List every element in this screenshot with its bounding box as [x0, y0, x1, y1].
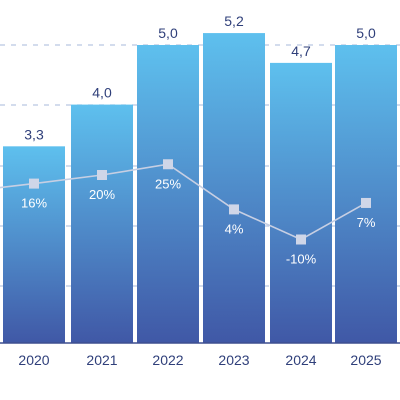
bar-value-label: 3,3 [24, 126, 44, 142]
x-axis: 2020 2021 2022 2023 2024 2025 [0, 342, 400, 368]
growth-percent-label: 4% [225, 221, 244, 236]
bar [203, 33, 265, 344]
growth-line-series [0, 159, 371, 245]
bar [270, 62, 332, 343]
growth-point-marker [361, 197, 371, 208]
bar [71, 104, 133, 343]
bar-value-label: 4,7 [291, 43, 311, 59]
data-labels: 3,3 4,0 5,0 5,2 4,7 5,0 16% 20% 25% 4% -10% 7% [21, 13, 376, 266]
growth-percent-label: -10% [286, 252, 317, 267]
bar-value-label: 5,0 [356, 25, 376, 41]
bar [137, 45, 199, 343]
gridlines [0, 44, 400, 287]
bar-value-label: 5,2 [224, 13, 244, 29]
x-tick-label: 2021 [86, 352, 117, 368]
bar-value-label: 5,0 [158, 25, 178, 41]
x-tick-label: 2025 [350, 352, 381, 368]
growth-point-marker [163, 159, 173, 170]
growth-point-marker [97, 170, 107, 180]
growth-percent-label: 20% [89, 187, 115, 202]
growth-percent-label: 25% [155, 176, 181, 191]
bar-value-label: 4,0 [92, 85, 112, 101]
bar [3, 146, 65, 343]
growth-point-marker [229, 204, 239, 215]
x-tick-label: 2022 [152, 352, 183, 368]
growth-percent-label: 7% [357, 215, 376, 230]
bar [335, 45, 397, 343]
x-tick-label: 2023 [218, 352, 249, 368]
bar-series [3, 33, 397, 344]
growth-point-marker [296, 234, 306, 245]
x-tick-label: 2024 [285, 352, 316, 368]
growth-point-marker [29, 178, 39, 189]
x-tick-label: 2020 [18, 352, 49, 368]
growth-percent-label: 16% [21, 196, 47, 211]
